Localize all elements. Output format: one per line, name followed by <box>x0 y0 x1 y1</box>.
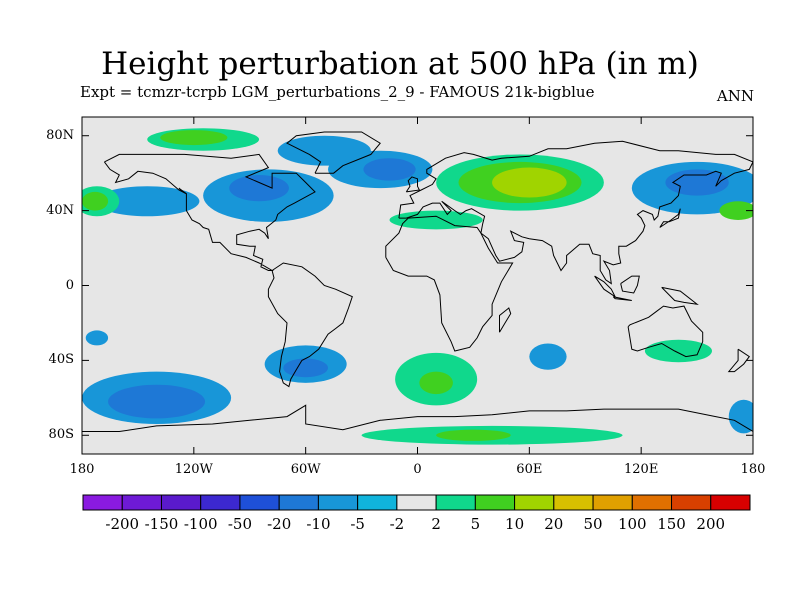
colorbar-label: -20 <box>267 515 292 533</box>
lon-tick-label: 180 <box>740 462 766 477</box>
field-region-antarctic-core <box>436 429 511 441</box>
coastline-segment <box>267 262 353 388</box>
field-region-north-america-core <box>229 175 289 202</box>
field-region-west-pacific-core <box>82 191 109 211</box>
colorbar-label: 200 <box>696 515 726 533</box>
coastline-segment <box>398 140 753 219</box>
coastline-segment <box>398 161 753 285</box>
colorbar-swatch <box>200 494 241 511</box>
coastline-segment <box>620 275 640 294</box>
colorbar-label: -100 <box>183 515 218 533</box>
coastline-segment <box>627 305 704 358</box>
coastline-segment <box>594 275 617 299</box>
field-region-greenland-low <box>277 135 371 166</box>
colorbar-swatch <box>435 494 476 511</box>
field-region-arctic-canada-core <box>160 130 228 146</box>
colorbar-label: 10 <box>505 515 525 533</box>
field-region-east-asia-core <box>665 169 729 196</box>
page-title: Height perturbation at 500 hPa (in m) <box>101 46 699 82</box>
lon-tick-label: 0 <box>413 462 422 477</box>
colorbar-swatch <box>82 494 123 511</box>
colorbar-label: 150 <box>657 515 686 533</box>
tick-marks <box>81 117 754 454</box>
colorbar-label: 100 <box>617 515 647 533</box>
lat-tick-label: 80S <box>48 427 74 443</box>
lat-tick-label: 40S <box>48 352 74 368</box>
coastline-segment <box>661 286 699 305</box>
coastline-segment <box>727 348 751 373</box>
colorbar-swatch <box>631 494 673 511</box>
colorbar-label: -150 <box>144 515 179 533</box>
colorbar-swatch <box>278 494 319 511</box>
coastline-segment <box>612 296 632 301</box>
colorbar-swatch <box>710 494 751 511</box>
coastline-segment <box>659 208 681 228</box>
colorbar-label: -5 <box>350 515 365 533</box>
field-region-mediterranean-high <box>389 210 483 230</box>
colorbar-label: -200 <box>105 515 140 533</box>
colorbar-label: 50 <box>583 515 603 533</box>
field-layer <box>82 128 753 445</box>
colorbar-label: 2 <box>431 515 441 533</box>
lat-tick-label: 80N <box>46 127 74 143</box>
experiment-subtitle: Expt = tcmzr-tcrpb LGM_perturbations_2_9… <box>80 83 595 101</box>
coastline-segment <box>385 215 514 352</box>
field-region-south-atlantic-core <box>419 371 453 395</box>
coastline-layer <box>82 131 753 432</box>
field-region-east-pacific-high <box>719 201 753 220</box>
field-region-south-west-low <box>85 330 109 346</box>
lon-tick-label: 60W <box>290 462 321 477</box>
colorbar-swatch <box>317 494 359 511</box>
colorbar-swatch <box>357 494 398 511</box>
lon-tick-label: 120E <box>624 462 659 477</box>
colorbar-swatch <box>474 494 516 511</box>
colorbar-swatch <box>396 494 437 511</box>
colorbar-swatch <box>514 494 555 511</box>
field-region-north-atlantic-core <box>363 158 416 181</box>
lon-tick-label: 180 <box>69 462 95 477</box>
lat-tick-label: 40N <box>46 202 74 218</box>
field-region-far-east-south-low <box>728 399 753 434</box>
field-region-eurasia-core <box>492 167 567 198</box>
colorbar-swatch <box>121 494 162 511</box>
colorbar-label: 20 <box>544 515 564 533</box>
coastline-segment <box>82 404 753 432</box>
field-region-australia-high <box>644 339 712 363</box>
colorbar-label: -10 <box>306 515 331 533</box>
coastline-segment <box>286 131 381 174</box>
colorbar-swatch <box>592 494 633 511</box>
colorbar-swatch <box>239 494 280 511</box>
coastline-segment <box>178 187 187 195</box>
colorbar-label: 5 <box>470 515 481 533</box>
lon-tick-label: 60E <box>516 462 543 477</box>
lat-tick-label: 0 <box>65 277 74 293</box>
coastline-segment <box>405 176 421 193</box>
field-region-north-pacific-low <box>95 186 200 217</box>
colorbar-label: -2 <box>389 515 405 533</box>
field-region-south-pacific-core <box>108 384 206 419</box>
coastline-segment <box>499 307 512 333</box>
colorbar-swatch <box>553 494 594 511</box>
lon-tick-label: 120W <box>174 462 213 477</box>
season-label: ANN <box>716 87 754 105</box>
colorbar-label: -50 <box>227 515 253 533</box>
colorbar-swatch <box>671 494 712 511</box>
colorbar-swatch <box>160 494 202 511</box>
field-region-south-indian-low <box>529 343 567 370</box>
